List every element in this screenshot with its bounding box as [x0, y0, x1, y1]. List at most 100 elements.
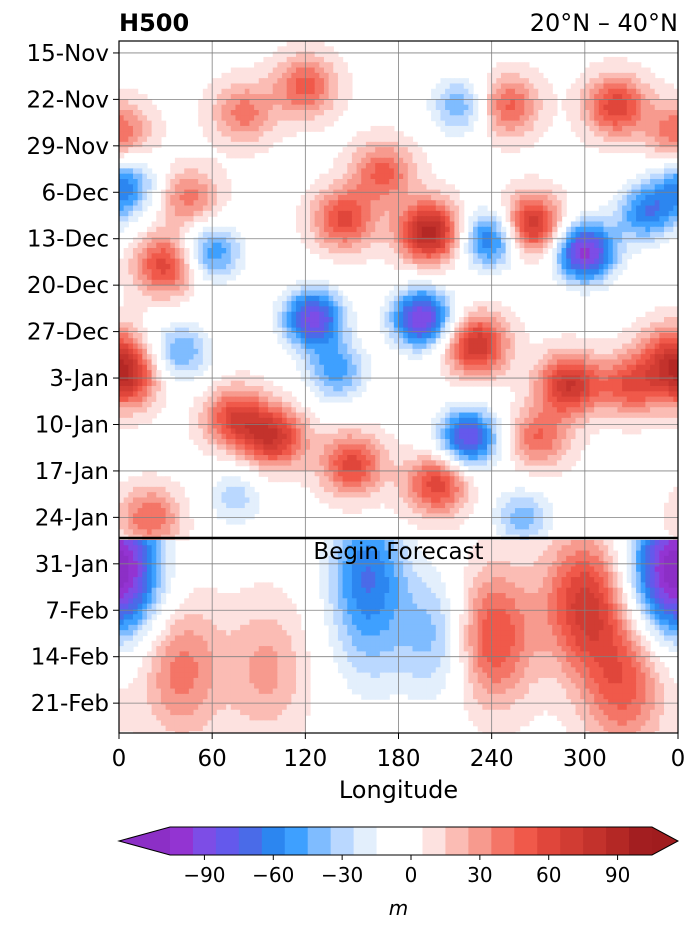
field-cell: [240, 72, 246, 79]
field-cell: [300, 359, 306, 366]
field-cell: [132, 88, 139, 95]
field-cell: [542, 216, 549, 223]
field-cell: [361, 237, 367, 244]
field-cell: [496, 332, 502, 339]
field-cell: [431, 184, 437, 191]
field-cell: [244, 136, 251, 143]
field-cell: [514, 184, 521, 191]
field-cell: [268, 99, 274, 106]
field-cell: [291, 131, 297, 138]
field-cell: [272, 78, 278, 85]
field-cell: [277, 94, 283, 100]
field-cell: [212, 88, 218, 95]
field-cell: [584, 115, 591, 122]
field-cell: [333, 210, 339, 217]
field-cell: [165, 301, 171, 307]
field-cell: [403, 200, 409, 207]
field-cell: [193, 157, 199, 164]
field-cell: [533, 88, 539, 95]
field-cell: [566, 94, 572, 100]
field-cell: [645, 412, 651, 419]
field-cell: [626, 391, 633, 398]
field-cell: [188, 285, 195, 292]
field-cell: [664, 306, 670, 313]
field-cell: [617, 380, 623, 387]
field-cell: [356, 348, 362, 355]
field-cell: [500, 354, 507, 361]
field-cell: [142, 168, 148, 175]
field-cell: [328, 343, 334, 350]
field-cell: [389, 226, 395, 233]
field-cell: [212, 78, 218, 85]
field-cell: [636, 99, 642, 106]
field-cell: [482, 401, 488, 408]
field-cell: [375, 184, 381, 191]
field-cell: [132, 407, 139, 414]
field-cell: [365, 354, 372, 361]
field-cell: [650, 380, 656, 387]
field-cell: [379, 125, 386, 132]
field-cell: [356, 141, 362, 148]
field-cell: [561, 210, 567, 217]
field-cell: [230, 232, 237, 238]
field-cell: [142, 94, 148, 100]
field-cell: [337, 200, 344, 207]
field-cell: [230, 141, 237, 148]
field-cell: [570, 338, 577, 345]
field-cell: [342, 338, 348, 345]
field-cell: [319, 391, 325, 398]
field-cell: [487, 210, 493, 217]
field-cell: [286, 110, 292, 116]
field-cell: [142, 179, 148, 185]
field-cell: [459, 364, 465, 371]
field-cell: [170, 364, 176, 371]
field-cell: [268, 417, 274, 424]
field-cell: [128, 253, 134, 260]
field-cell: [365, 136, 372, 143]
field-cell: [244, 412, 251, 419]
field-cell: [421, 290, 428, 297]
field-cell: [263, 72, 269, 79]
field-cell: [235, 253, 241, 260]
field-cell: [664, 396, 670, 403]
field-cell: [230, 131, 237, 138]
field-cell: [435, 285, 442, 292]
field-cell: [561, 237, 567, 244]
field-cell: [198, 157, 204, 164]
field-cell: [314, 94, 320, 100]
field-cell: [235, 83, 241, 90]
field-cell: [226, 94, 232, 100]
field-cell: [445, 412, 451, 419]
field-cell: [496, 322, 502, 329]
field-cell: [370, 163, 376, 169]
field-cell: [454, 401, 460, 408]
field-cell: [403, 216, 409, 223]
field-cell: [505, 370, 511, 376]
field-cell: [132, 194, 139, 201]
field-cell: [188, 412, 195, 419]
field-cell: [650, 237, 656, 244]
field-cell: [184, 274, 190, 281]
field-cell: [668, 380, 674, 387]
field-cell: [622, 412, 628, 419]
field-cell: [528, 226, 535, 233]
field-cell: [542, 125, 549, 132]
field-cell: [277, 417, 283, 424]
field-cell: [356, 179, 362, 185]
field-cell: [160, 125, 167, 132]
field-cell: [398, 168, 404, 175]
field-cell: [337, 152, 344, 159]
field-cell: [426, 232, 432, 238]
field-cell: [146, 263, 153, 270]
field-cell: [524, 391, 530, 398]
field-cell: [300, 115, 306, 122]
field-cell: [160, 354, 167, 361]
field-cell: [542, 391, 549, 398]
field-cell: [496, 216, 502, 223]
field-cell: [398, 205, 404, 212]
field-cell: [407, 348, 414, 355]
field-cell: [184, 200, 190, 207]
field-cell: [473, 338, 479, 345]
field-cell: [389, 248, 395, 254]
field-cell: [342, 359, 348, 366]
